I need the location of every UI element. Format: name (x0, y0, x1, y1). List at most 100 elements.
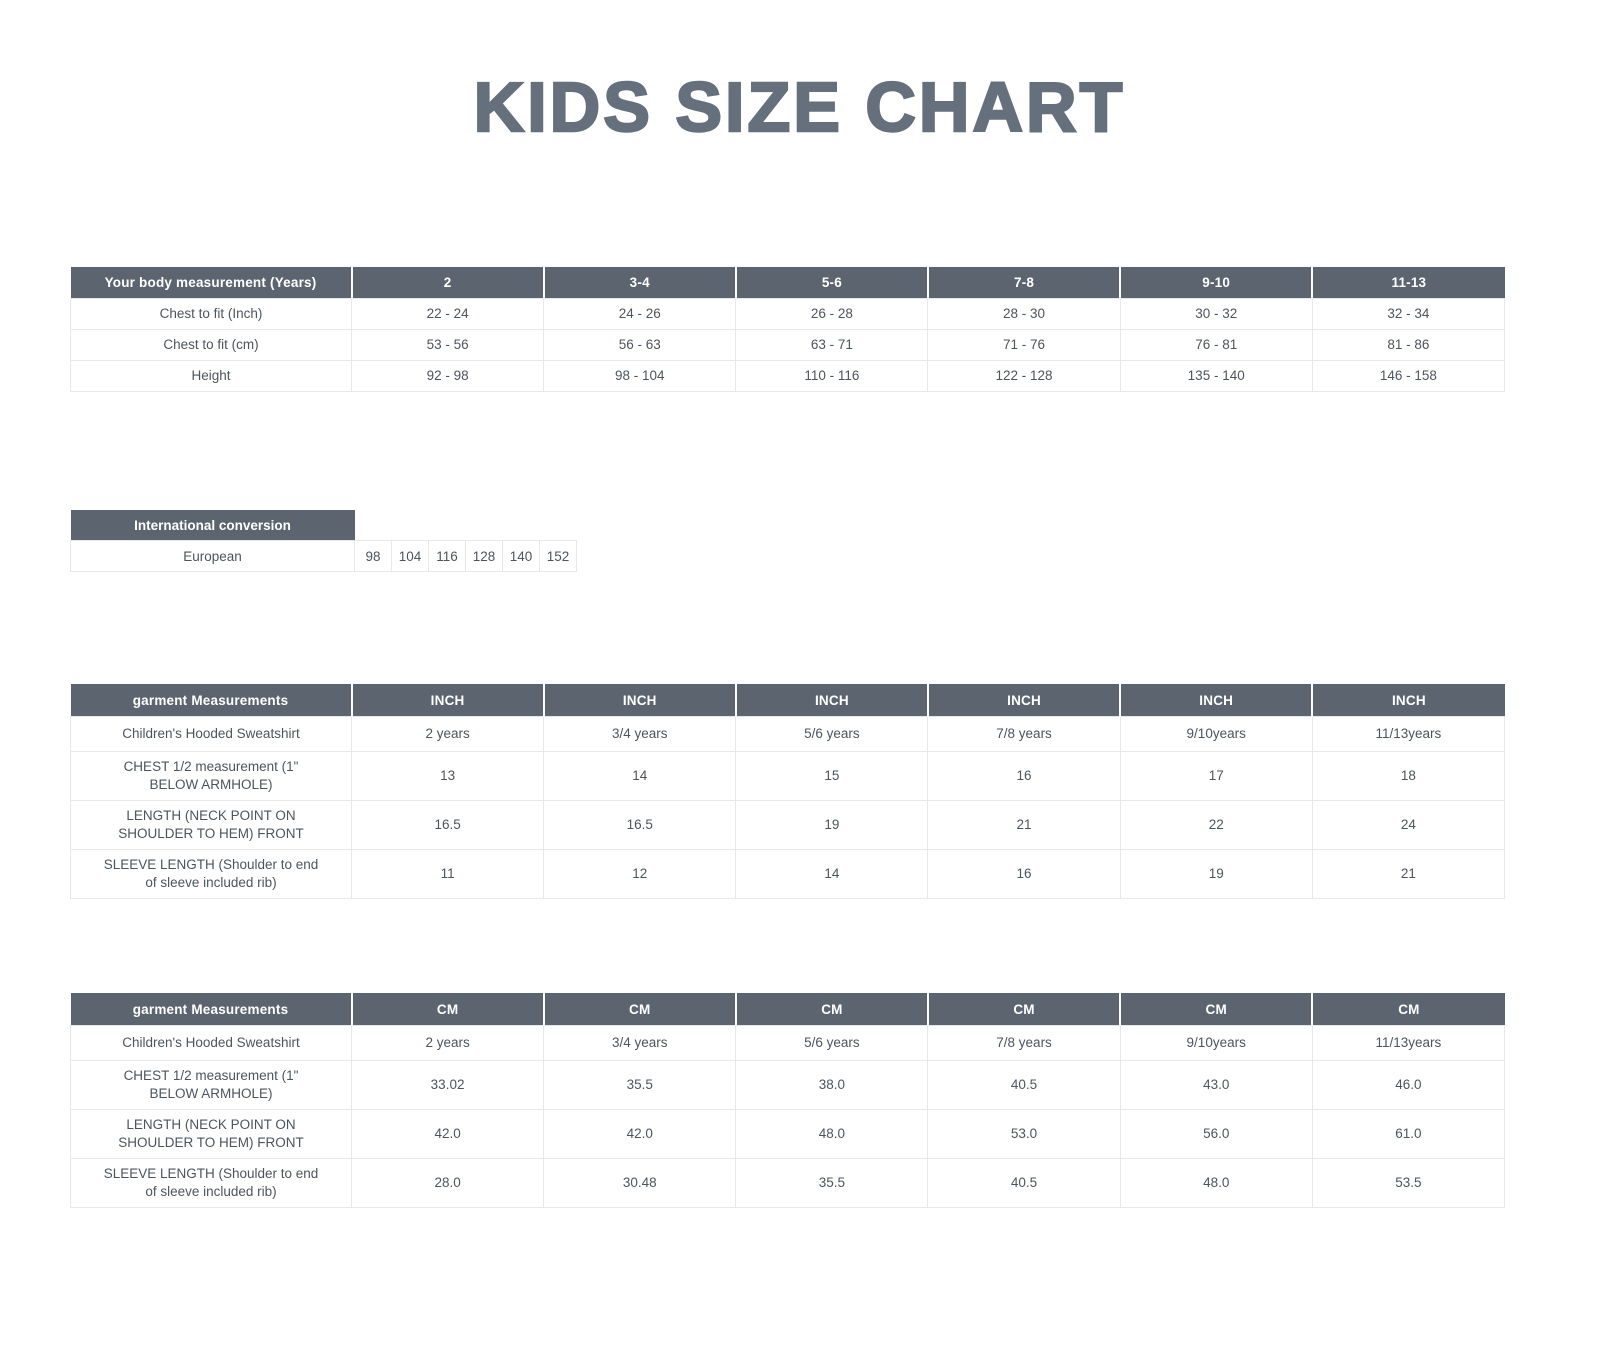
table-cell: 19 (1119, 849, 1313, 899)
table-cell: 146 - 158 (1311, 360, 1506, 392)
row-label: SLEEVE LENGTH (Shoulder to end of sleeve… (70, 1158, 352, 1208)
table-cell: 56.0 (1119, 1109, 1313, 1159)
header-row: garment Measurements CM CM CM CM CM CM (70, 993, 1505, 1026)
table-cell: 38.0 (735, 1060, 929, 1110)
table-cell: 3/4 years (543, 716, 737, 752)
row-label: Children's Hooded Sweatshirt (70, 716, 352, 752)
table-cell: 40.5 (927, 1158, 1121, 1208)
table-cell: 16 (927, 849, 1121, 899)
table-cell: 11/13years (1311, 1025, 1506, 1061)
table-cell: 35.5 (735, 1158, 929, 1208)
table-cell: 7/8 years (927, 1025, 1121, 1061)
column-header: INCH (1312, 684, 1505, 717)
table-cell: 140 (502, 540, 540, 572)
row-label: LENGTH (NECK POINT ON SHOULDER TO HEM) F… (70, 800, 352, 850)
table-cell: 30 - 32 (1119, 298, 1313, 330)
table-cell: 16.5 (543, 800, 737, 850)
table-cell: 9/10years (1119, 716, 1313, 752)
table-cell: 42.0 (350, 1109, 545, 1159)
column-header: CM (1312, 993, 1505, 1026)
table-cell: 76 - 81 (1119, 329, 1313, 361)
table-cell: 28 - 30 (927, 298, 1121, 330)
table-row: Chest to fit (cm) 53 - 56 56 - 63 63 - 71 71… (70, 329, 1506, 361)
table-cell: 28.0 (350, 1158, 545, 1208)
column-header: INCH (735, 684, 929, 717)
column-header: 3-4 (543, 267, 737, 299)
table-cell: 63 - 71 (735, 329, 929, 361)
garment-measurements-cm-table: garment Measurements CM CM CM CM CM CM Children… (70, 993, 1506, 1208)
table-cell: 7/8 years (927, 716, 1121, 752)
table-row: Chest to fit (Inch) 22 - 24 24 - 26 26 - 28… (70, 298, 1506, 330)
table-row: European 98 104 116 128 140 152 (70, 540, 577, 572)
table-cell: 9/10years (1119, 1025, 1313, 1061)
row-label: Chest to fit (cm) (70, 329, 352, 361)
table-cell: 53 - 56 (350, 329, 545, 361)
table-cell: 135 - 140 (1119, 360, 1313, 392)
table-cell: 15 (735, 751, 929, 801)
row-label: CHEST 1/2 measurement (1" BELOW ARMHOLE) (70, 751, 352, 801)
column-header: 11-13 (1312, 267, 1505, 299)
column-header: 2 (351, 267, 545, 299)
table-cell: 22 - 24 (350, 298, 545, 330)
table-cell: 19 (735, 800, 929, 850)
column-header: 5-6 (735, 267, 929, 299)
table-cell: 11 (350, 849, 545, 899)
table-cell: 14 (735, 849, 929, 899)
table-cell: 92 - 98 (350, 360, 545, 392)
column-header: CM (351, 993, 545, 1026)
table-corner-header: garment Measurements (70, 993, 353, 1026)
page-title: KIDS SIZE CHART (472, 67, 1126, 147)
table-cell: 24 - 26 (543, 298, 737, 330)
table-cell: 53.0 (927, 1109, 1121, 1159)
table-cell: 22 (1119, 800, 1313, 850)
table-cell: 98 - 104 (543, 360, 737, 392)
row-label: CHEST 1/2 measurement (1" BELOW ARMHOLE) (70, 1060, 352, 1110)
table-cell: 16.5 (350, 800, 545, 850)
body-measurement-table: Your body measurement (Years) 2 3-4 5-6 7-8 9… (70, 267, 1506, 392)
column-header: INCH (927, 684, 1122, 717)
table-row: Children's Hooded Sweatshirt 2 years 3/4 y… (70, 1025, 1506, 1061)
table-row: International conversion (70, 510, 577, 541)
table-cell: 128 (465, 540, 503, 572)
table-corner-header: Your body measurement (Years) (70, 267, 353, 299)
table-cell: 56 - 63 (543, 329, 737, 361)
table-cell: 14 (543, 751, 737, 801)
column-header: INCH (543, 684, 737, 717)
international-conversion-header: International conversion (70, 510, 355, 541)
header-row: Your body measurement (Years) 2 3-4 5-6 7-8 9… (70, 267, 1505, 299)
column-header: INCH (351, 684, 545, 717)
table-row: LENGTH (NECK POINT ON SHOULDER TO HEM) F… (70, 800, 1506, 850)
table-cell: 30.48 (543, 1158, 737, 1208)
table-cell: 2 years (350, 716, 545, 752)
column-header: INCH (1120, 684, 1314, 717)
column-header: CM (927, 993, 1122, 1026)
table-cell: 17 (1119, 751, 1313, 801)
table-cell: 5/6 years (735, 716, 929, 752)
table-cell: 48.0 (1119, 1158, 1313, 1208)
table-cell: 53.5 (1311, 1158, 1506, 1208)
table-cell: 48.0 (735, 1109, 929, 1159)
garment-measurements-inch-table: garment Measurements INCH INCH INCH INCH INCH… (70, 684, 1506, 899)
column-header: 7-8 (927, 267, 1122, 299)
table-cell: 21 (1311, 849, 1506, 899)
table-cell: 5/6 years (735, 1025, 929, 1061)
table-cell: 21 (927, 800, 1121, 850)
table-cell: 33.02 (350, 1060, 545, 1110)
table-row: CHEST 1/2 measurement (1" BELOW ARMHOLE)… (70, 751, 1506, 801)
table-cell: 116 (428, 540, 466, 572)
table-cell: 81 - 86 (1311, 329, 1506, 361)
table-cell: 12 (543, 849, 737, 899)
row-label: SLEEVE LENGTH (Shoulder to end of sleeve… (70, 849, 352, 899)
table-cell: 122 - 128 (927, 360, 1121, 392)
table-cell: 18 (1311, 751, 1506, 801)
table-cell: 98 (354, 540, 392, 572)
table-cell: 104 (391, 540, 429, 572)
table-cell: 11/13years (1311, 716, 1506, 752)
table-corner-header: garment Measurements (70, 684, 353, 717)
table-cell: 152 (539, 540, 577, 572)
table-cell: 3/4 years (543, 1025, 737, 1061)
table-cell: 24 (1311, 800, 1506, 850)
table-cell: 61.0 (1311, 1109, 1506, 1159)
column-header: CM (543, 993, 737, 1026)
table-cell: 35.5 (543, 1060, 737, 1110)
